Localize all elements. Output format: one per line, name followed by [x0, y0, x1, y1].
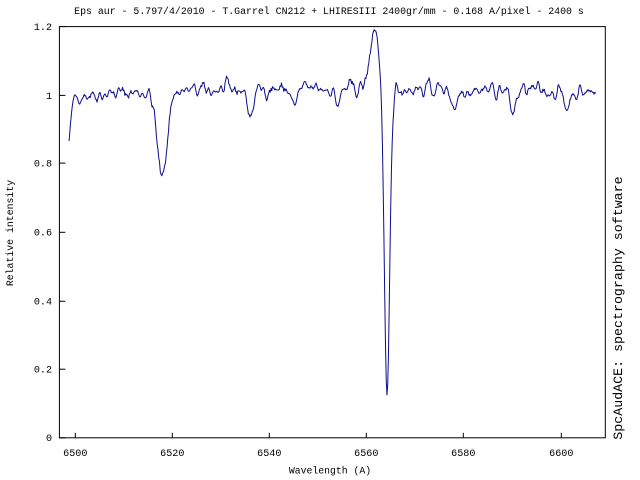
- svg-text:0.2: 0.2: [34, 366, 52, 377]
- svg-text:Eps aur - 5.797/4/2010 - T.Gar: Eps aur - 5.797/4/2010 - T.Garrel CN212 …: [74, 6, 584, 17]
- svg-text:0.4: 0.4: [34, 298, 52, 309]
- svg-text:6500: 6500: [63, 449, 87, 460]
- svg-text:0.8: 0.8: [34, 160, 52, 171]
- svg-text:1.2: 1.2: [34, 23, 52, 34]
- svg-text:6580: 6580: [451, 449, 475, 460]
- svg-text:6540: 6540: [257, 449, 281, 460]
- svg-text:0: 0: [46, 434, 52, 445]
- svg-text:Relative intensity: Relative intensity: [5, 180, 16, 286]
- svg-text:0.6: 0.6: [34, 229, 52, 240]
- svg-text:Wavelength (A): Wavelength (A): [289, 466, 371, 477]
- svg-text:6520: 6520: [160, 449, 184, 460]
- svg-text:6560: 6560: [354, 449, 378, 460]
- svg-text:6600: 6600: [549, 449, 573, 460]
- svg-text:1: 1: [46, 92, 52, 103]
- svg-text:SpcAudACE: spectrography softw: SpcAudACE: spectrography software: [611, 176, 626, 439]
